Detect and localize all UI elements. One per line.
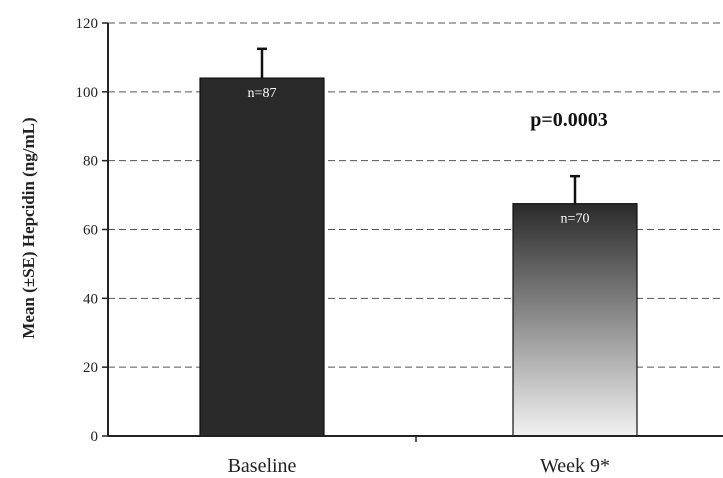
- bar-baseline: [199, 77, 325, 437]
- y-tick-label-20: 20: [83, 360, 98, 376]
- n-label-0: n=87: [248, 86, 277, 101]
- y-tick-label-100: 100: [76, 85, 99, 101]
- category-label-1: Week 9*: [540, 455, 610, 477]
- p-value-annotation: p=0.0003: [530, 109, 608, 131]
- bar-week-9: [512, 203, 638, 437]
- n-label-1: n=70: [561, 212, 590, 227]
- y-axis-label: Mean (±SE) Hepcidin (ng/mL): [19, 117, 38, 338]
- y-tick-label-60: 60: [83, 223, 98, 239]
- y-tick-label-0: 0: [91, 429, 99, 445]
- bars: [199, 47, 638, 437]
- category-label-0: Baseline: [228, 455, 297, 477]
- y-tick-label-40: 40: [83, 291, 98, 307]
- y-tick-label-80: 80: [83, 154, 98, 170]
- labels: 0 20 40 60 80 100 120 n=87 Baseline n=70 Week 9*: [76, 16, 611, 477]
- y-tick-label-120: 120: [76, 16, 99, 32]
- axes: [102, 22, 723, 442]
